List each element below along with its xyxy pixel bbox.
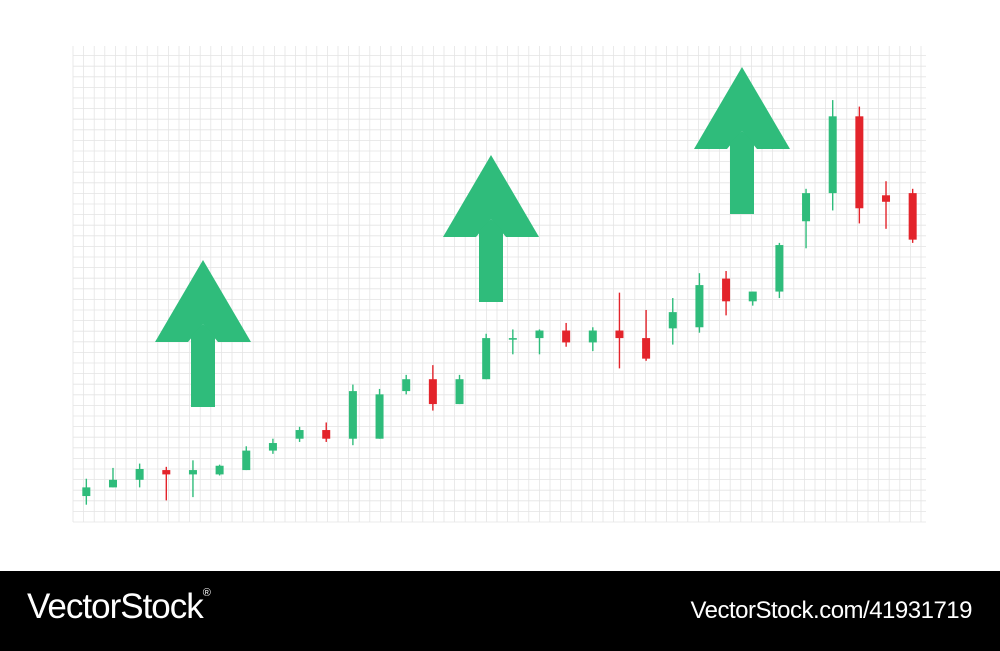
candle-body	[722, 278, 731, 302]
candle-25	[722, 271, 731, 316]
candle-body	[802, 193, 811, 222]
candle-body	[615, 330, 624, 339]
candles	[82, 100, 917, 505]
candle-32	[908, 188, 917, 243]
candle-28	[802, 188, 811, 249]
candle-6	[215, 464, 224, 476]
candle-7	[242, 446, 251, 471]
brand-name: VectorStock	[27, 587, 204, 626]
candle-body	[562, 330, 571, 343]
candle-body	[882, 195, 891, 202]
candle-17	[508, 329, 517, 355]
growth-arrows	[155, 67, 790, 407]
candle-body	[908, 193, 917, 240]
candle-body	[855, 116, 864, 209]
candle-body	[508, 338, 517, 340]
candle-4	[162, 466, 171, 501]
arrow-up-2-head	[443, 155, 539, 237]
candle-body	[642, 338, 651, 359]
candle-12	[375, 388, 384, 439]
candle-8	[268, 438, 277, 454]
candle-body	[402, 379, 411, 392]
candle-16	[482, 333, 491, 380]
candle-body	[775, 245, 784, 292]
candle-body	[295, 430, 304, 439]
brand-registered-mark: ®	[202, 587, 211, 599]
candle-body	[535, 330, 544, 339]
candle-27	[775, 242, 784, 299]
arrow-up-2-shaft	[479, 219, 503, 302]
candle-body	[242, 450, 251, 471]
candle-24	[695, 273, 704, 333]
candle-body	[268, 443, 277, 451]
candlestick-chart	[72, 46, 926, 523]
candle-body	[348, 391, 357, 439]
candle-19	[562, 322, 571, 347]
candle-body	[428, 379, 437, 405]
candle-14	[428, 365, 437, 411]
candle-30	[855, 106, 864, 224]
candle-body	[828, 116, 837, 194]
candle-body	[108, 479, 117, 488]
candle-1	[82, 478, 91, 505]
candle-body	[375, 394, 384, 439]
candle-21	[615, 292, 624, 369]
candle-body	[135, 468, 144, 480]
footer-bar: VectorStock® VectorStock.com/41931719	[0, 571, 1000, 651]
candle-body	[322, 430, 331, 439]
candle-body	[748, 291, 757, 302]
candle-5	[188, 460, 197, 498]
candle-13	[402, 374, 411, 395]
candle-20	[588, 327, 597, 352]
candle-body	[695, 285, 704, 328]
arrow-up-1-head	[155, 260, 251, 342]
arrow-up-3-shaft	[730, 131, 754, 214]
asset-id: VectorStock.com/41931719	[690, 597, 972, 624]
arrow-up-3-head	[694, 67, 790, 149]
candle-10	[322, 422, 331, 442]
brand-logo: VectorStock®	[27, 587, 211, 627]
candle-body	[215, 465, 224, 475]
candle-body	[162, 470, 171, 475]
candle-29	[828, 100, 837, 211]
candle-23	[668, 298, 677, 345]
candle-body	[588, 330, 597, 343]
candle-9	[295, 426, 304, 442]
candle-body	[188, 470, 197, 475]
candle-body	[455, 379, 464, 405]
candle-31	[882, 181, 891, 229]
candle-body	[482, 338, 491, 380]
candle-22	[642, 309, 651, 361]
candle-2	[108, 467, 117, 488]
candle-11	[348, 384, 357, 446]
candle-3	[135, 463, 144, 488]
candle-body	[668, 312, 677, 329]
candle-15	[455, 374, 464, 405]
candle-18	[535, 329, 544, 355]
arrow-up-1-shaft	[191, 324, 215, 407]
candle-26	[748, 291, 757, 306]
candle-body	[82, 487, 91, 497]
